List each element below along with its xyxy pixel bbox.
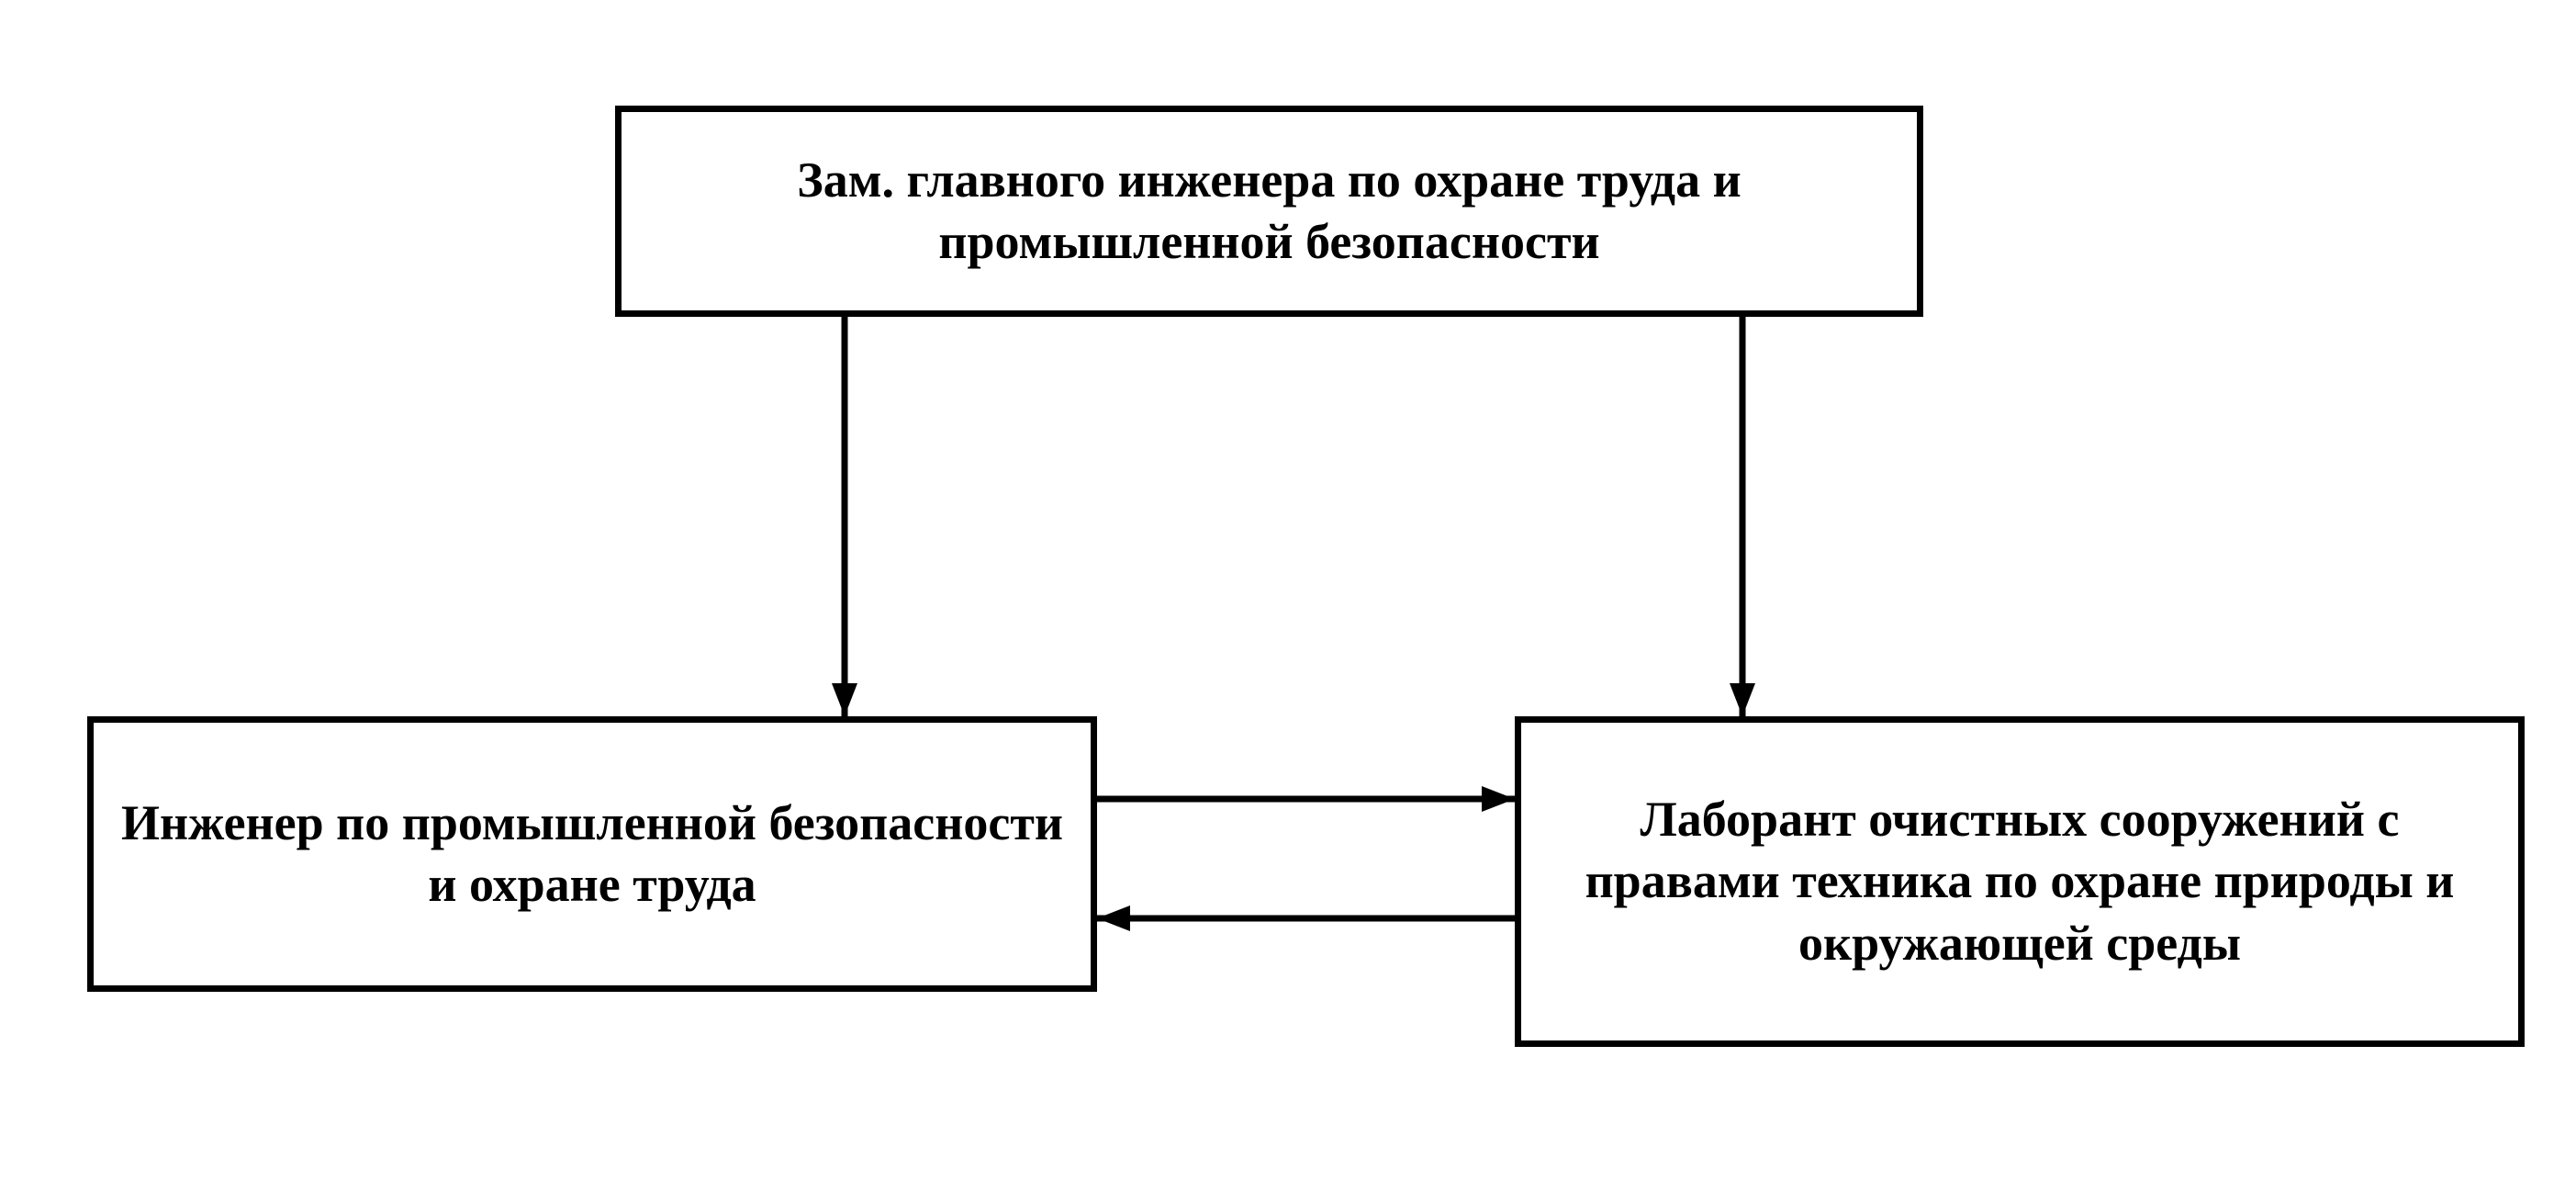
node-label: Зам. главного инженера по охране труда и… xyxy=(649,150,1889,274)
node-label: Лаборант очистных сооружений с правами т… xyxy=(1549,789,2491,975)
node-label: Инженер по промышленной безопасности и о… xyxy=(121,793,1063,916)
node-deputy-chief-engineer: Зам. главного инженера по охране труда и… xyxy=(615,106,1923,317)
node-industrial-safety-engineer: Инженер по промышленной безопасности и о… xyxy=(87,716,1097,992)
node-treatment-lab-technician: Лаборант очистных сооружений с правами т… xyxy=(1515,716,2525,1047)
org-chart-canvas: Зам. главного инженера по охране труда и… xyxy=(0,0,2576,1192)
